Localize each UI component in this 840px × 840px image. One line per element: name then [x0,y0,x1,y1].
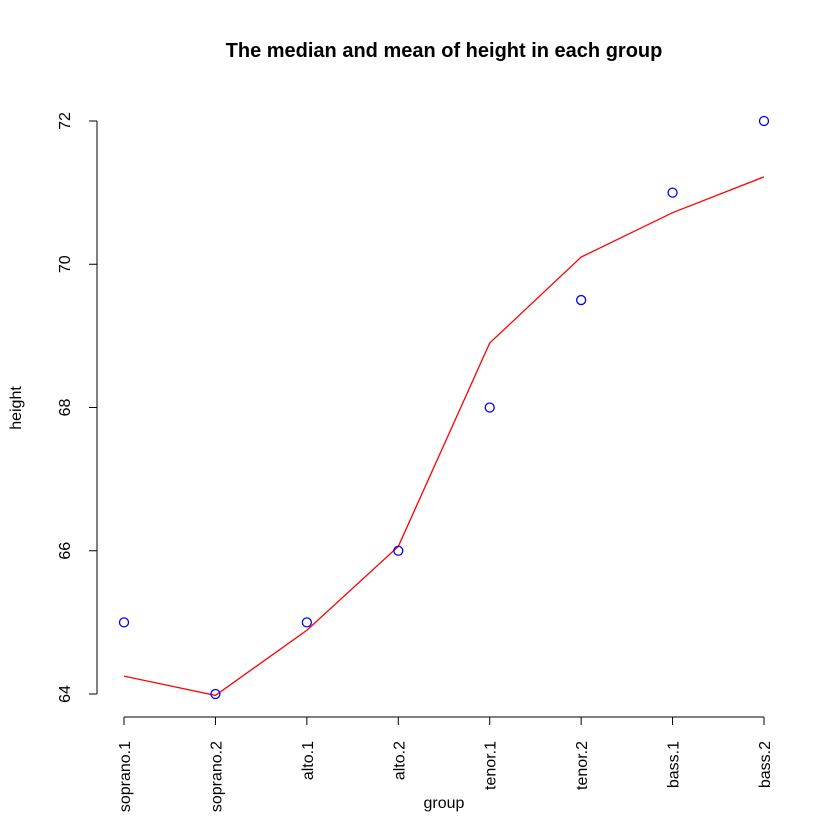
y-tick-label: 70 [57,255,74,273]
median-point [667,187,678,198]
y-tick-label: 72 [57,112,74,130]
y-tick-label: 66 [57,542,74,560]
x-axis-label: group [424,795,465,812]
median-point [575,294,587,306]
x-tick-label: alto.1 [300,741,317,780]
median-point [118,617,130,628]
median-point [301,617,313,628]
y-tick-label: 68 [57,399,74,417]
median-point [758,115,770,127]
x-tick-label: tenor.2 [574,741,591,790]
median-series [118,115,770,700]
mean-series [123,176,765,697]
x-tick-label: tenor.1 [483,741,500,790]
x-tick-label: bass.1 [666,741,683,788]
x-tick-label: soprano.2 [208,741,225,812]
mean-line [123,176,765,697]
x-axis: soprano.1 soprano.2 alto.1 alto.2 tenor.1 ten… [117,716,774,812]
chart-title: The median and mean of height in each gr… [226,40,663,62]
x-tick-label: soprano.1 [117,741,134,812]
y-tick-label: 64 [57,685,74,703]
median-point [393,545,404,556]
x-tick-label: bass.2 [757,741,774,788]
median-point [210,688,221,700]
x-tick-label: alto.2 [391,741,408,780]
median-point [484,402,495,413]
y-axis: 64 66 68 70 72 [57,112,98,703]
y-axis-label: height [8,386,25,430]
